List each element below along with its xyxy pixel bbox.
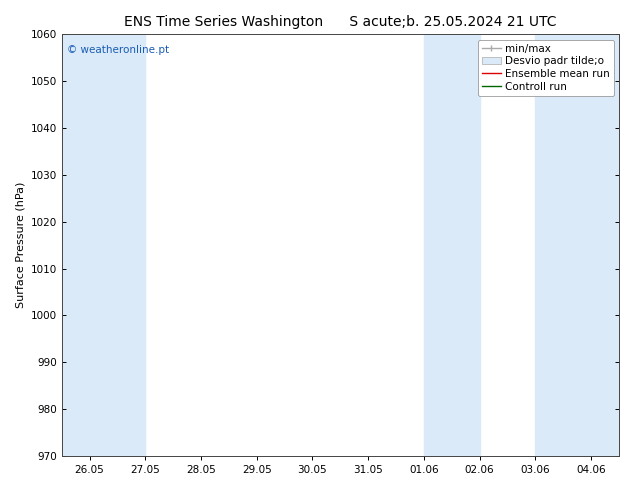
Y-axis label: Surface Pressure (hPa): Surface Pressure (hPa) xyxy=(15,182,25,308)
Bar xyxy=(424,34,480,456)
Bar xyxy=(535,34,619,456)
Bar xyxy=(61,34,145,456)
Text: © weatheronline.pt: © weatheronline.pt xyxy=(67,45,169,55)
Title: ENS Time Series Washington      S acute;b. 25.05.2024 21 UTC: ENS Time Series Washington S acute;b. 25… xyxy=(124,15,557,29)
Legend: min/max, Desvio padr tilde;o, Ensemble mean run, Controll run: min/max, Desvio padr tilde;o, Ensemble m… xyxy=(478,40,614,96)
